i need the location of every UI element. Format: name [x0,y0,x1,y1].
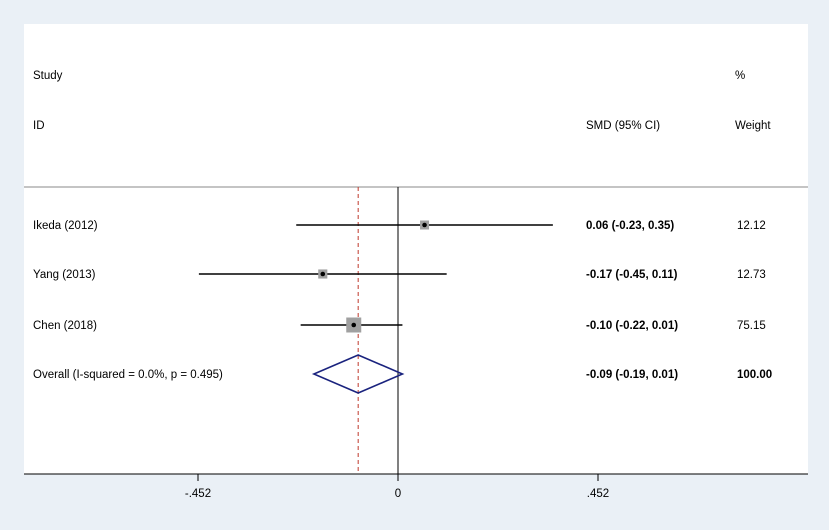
overall-ci-text: -0.09 (-0.19, 0.01) [586,369,678,381]
study-label: Ikeda (2012) [33,220,98,232]
x-tick-label: .452 [587,488,609,500]
study-weight-text: 12.12 [737,220,766,232]
study-weight-text: 12.73 [737,269,766,281]
plot-panel [24,24,808,474]
header-id: ID [33,120,45,132]
overall-weight-text: 100.00 [737,369,772,381]
study-point [320,271,326,277]
study-label: Yang (2013) [33,269,96,281]
study-ci-text: -0.10 (-0.22, 0.01) [586,320,678,332]
study-point [422,222,427,228]
study-weight-text: 75.15 [737,320,766,332]
overall-diamond [311,354,405,394]
study-label: Chen (2018) [33,320,97,332]
header-smd: SMD (95% CI) [586,120,660,132]
header-weight: Weight [735,120,771,132]
overall-label: Overall (I-squared = 0.0%, p = 0.495) [33,369,223,381]
study-ci-text: -0.17 (-0.45, 0.11) [586,269,678,281]
header-study: Study [33,70,63,82]
x-tick-label: 0 [395,488,401,500]
x-tick-label: -.452 [185,488,211,500]
header-percent: % [735,70,745,82]
study-point [351,322,357,328]
study-ci-text: 0.06 (-0.23, 0.35) [586,220,674,232]
